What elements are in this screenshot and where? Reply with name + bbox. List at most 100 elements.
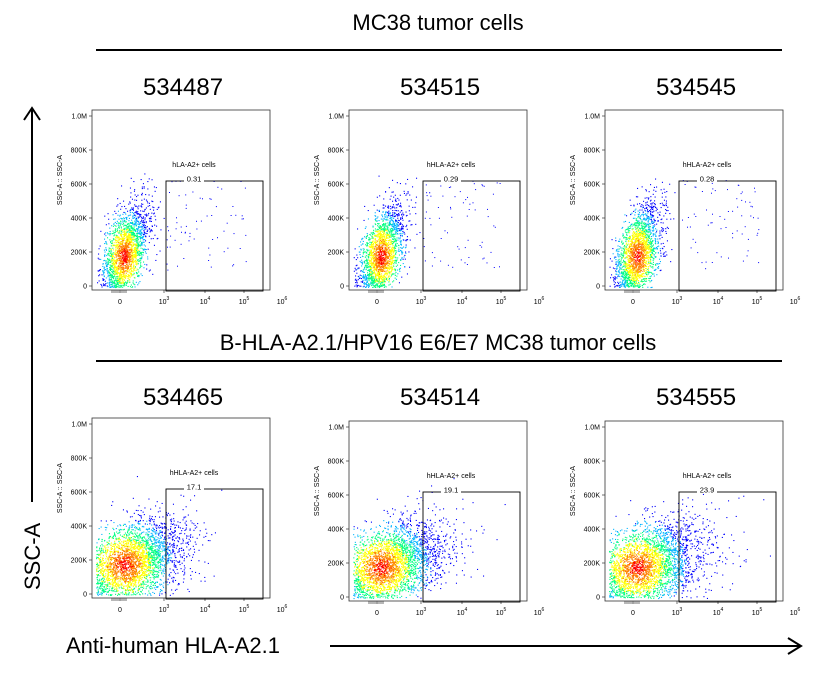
y-tick-labels: 0 200K 400K 600K 800K 1.0M	[584, 114, 601, 291]
y-tick-label: 0	[596, 284, 600, 291]
y-axis-label: SSC-A	[20, 522, 45, 590]
y-tick-label: 400K	[584, 216, 601, 223]
x-tick-label: 104	[200, 604, 211, 614]
divider-top	[96, 49, 782, 51]
group-title-bottom: B-HLA-A2.1/HPV16 E6/E7 MC38 tumor cells	[219, 330, 657, 355]
x-tick-label: 103	[159, 604, 170, 614]
y-tick-label: 200K	[328, 250, 345, 257]
x-tick-label: 104	[713, 607, 724, 617]
x-tick-label: 0	[375, 610, 379, 617]
gate-percent: 17.1	[187, 483, 202, 492]
y-tick-label: 600K	[71, 182, 88, 189]
y-tick-label: 200K	[71, 250, 88, 257]
y-axis-arrow	[23, 106, 41, 502]
sample-label: 534465	[142, 384, 224, 411]
y-tick-label: 200K	[584, 250, 601, 257]
gate-name: hHLA-A2+ cells	[683, 162, 732, 169]
x-tick-label: 106	[790, 607, 801, 617]
gate-box	[165, 488, 264, 600]
cell-events	[353, 175, 501, 289]
gate-box	[422, 180, 521, 292]
y-tick-label: 400K	[71, 216, 88, 223]
y-tick-label: 600K	[584, 182, 601, 189]
y-tick-label: 200K	[71, 558, 88, 565]
y-tick-label: 1.0M	[328, 425, 344, 432]
y-tick-label: 600K	[328, 182, 345, 189]
x-axis-label: Anti-human HLA-A2.1	[66, 633, 280, 658]
gate-box	[678, 180, 777, 292]
y-tick-label: 0	[340, 284, 344, 291]
x-tick-label: 106	[277, 604, 288, 614]
y-tick-label: 400K	[71, 524, 88, 531]
x-tick-label: 0	[118, 607, 122, 614]
gate-percent: 0.28	[700, 175, 715, 184]
panel-y-label: SSC-A :: SSC-A	[314, 155, 321, 206]
gate-percent: 0.29	[444, 175, 459, 184]
x-tick-label: 105	[239, 604, 250, 614]
y-tick-label: 200K	[328, 561, 345, 568]
y-tick-label: 0	[83, 592, 87, 599]
x-tick-label: 105	[239, 296, 250, 306]
panel-y-label: SSC-A :: SSC-A	[314, 466, 321, 517]
y-tick-label: 800K	[328, 148, 345, 155]
gate-percent: 0.31	[187, 175, 202, 184]
x-tick-label: 106	[534, 607, 545, 617]
y-tick-label: 800K	[71, 148, 88, 155]
x-axis-arrow	[330, 637, 803, 655]
y-tick-label: 0	[340, 595, 344, 602]
cell-events	[96, 476, 223, 596]
cell-events	[609, 178, 760, 289]
x-tick-label: 103	[672, 296, 683, 306]
y-tick-label: 400K	[328, 527, 345, 534]
y-tick-label: 1.0M	[584, 425, 600, 432]
gate-name: hLA-A2+ cells	[172, 162, 216, 169]
sample-label: 534545	[655, 74, 737, 101]
y-tick-labels: 0 200K 400K 600K 800K 1.0M	[71, 114, 88, 291]
x-tick-label: 105	[752, 607, 763, 617]
gate-box	[165, 180, 264, 292]
y-tick-label: 400K	[328, 216, 345, 223]
x-tick-label: 105	[496, 607, 507, 617]
y-tick-label: 600K	[328, 493, 345, 500]
y-tick-label: 600K	[584, 493, 601, 500]
y-tick-label: 800K	[584, 459, 601, 466]
y-tick-label: 1.0M	[71, 114, 87, 121]
x-tick-label: 106	[790, 296, 801, 306]
y-tick-labels: 0 200K 400K 600K 800K 1.0M	[584, 425, 601, 602]
x-tick-label: 103	[416, 607, 427, 617]
cell-events	[353, 478, 506, 600]
cell-events	[97, 173, 247, 289]
y-tick-label: 800K	[71, 456, 88, 463]
x-tick-label: 104	[457, 296, 468, 306]
group-title-top: MC38 tumor cells	[352, 10, 524, 35]
y-tick-label: 1.0M	[71, 422, 87, 429]
panel-y-label: SSC-A :: SSC-A	[570, 466, 577, 517]
gate-name: hHLA-A2+ cells	[170, 470, 219, 477]
y-tick-labels: 0 200K 400K 600K 800K 1.0M	[71, 422, 88, 599]
x-tick-label: 106	[534, 296, 545, 306]
panel-y-label: SSC-A :: SSC-A	[57, 463, 64, 514]
y-tick-label: 800K	[328, 459, 345, 466]
x-tick-label: 103	[416, 296, 427, 306]
y-tick-label: 0	[596, 595, 600, 602]
panel-y-label: SSC-A :: SSC-A	[570, 155, 577, 206]
gate-percent: 23.9	[700, 486, 715, 495]
x-tick-label: 106	[277, 296, 288, 306]
y-tick-labels: 0 200K 400K 600K 800K 1.0M	[328, 114, 345, 291]
y-tick-labels: 0 200K 400K 600K 800K 1.0M	[328, 425, 345, 602]
x-tick-label: 0	[375, 299, 379, 306]
gate-name: hHLA-A2+ cells	[683, 473, 732, 480]
x-tick-label: 105	[752, 296, 763, 306]
divider-bottom	[96, 360, 782, 362]
y-tick-label: 600K	[71, 490, 88, 497]
x-tick-label: 0	[631, 299, 635, 306]
y-tick-label: 0	[83, 284, 87, 291]
gate-percent: 19.1	[444, 486, 459, 495]
cell-events	[609, 493, 771, 600]
sample-label: 534514	[399, 384, 481, 411]
gate-box	[422, 491, 521, 603]
